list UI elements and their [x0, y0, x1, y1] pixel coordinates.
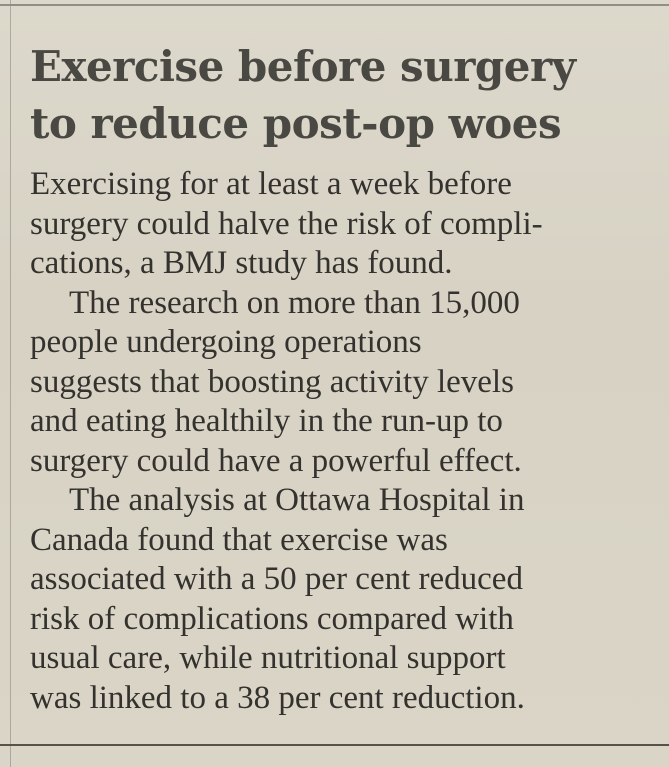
body-line: surgery could have a powerful effect. [30, 442, 522, 479]
body-line: associated with a 50 per cent reduced [30, 561, 523, 597]
body-line: and eating healthily in the run-up to [30, 403, 503, 439]
headline-line: to reduce post-op woes [30, 99, 562, 148]
body-line: risk of complications compared with [30, 600, 514, 637]
paragraph-2: The research on more than 15,000 people … [30, 284, 668, 482]
body-line: suggests that boosting activity levels [30, 363, 514, 400]
body-line: was linked to a 38 per cent reduction. [30, 679, 525, 716]
article: Exercise before surgery to reduce post-o… [30, 38, 668, 718]
paragraph-1: Exercising for at least a week before su… [30, 165, 668, 284]
body-line: cations, a BMJ study has found. [30, 245, 453, 281]
body-line: The research on more than 15,000 [69, 284, 520, 321]
body-line: The analysis at Ottawa Hospital in [69, 482, 525, 518]
body-line: Exercising for at least a week before [30, 166, 512, 202]
article-body: Exercising for at least a week before su… [30, 165, 668, 718]
top-rule [0, 4, 669, 6]
paragraph-3: The analysis at Ottawa Hospital in Canad… [30, 481, 668, 718]
body-line: surgery could halve the risk of compli- [30, 205, 543, 242]
body-line: people undergoing operations [30, 324, 422, 360]
headline-line: Exercise before surgery [30, 42, 576, 91]
body-line: Canada found that exercise was [30, 521, 448, 558]
bottom-rule [0, 744, 669, 746]
body-line: usual care, while nutritional support [30, 640, 506, 676]
column-edge [10, 0, 11, 767]
headline: Exercise before surgery to reduce post-o… [30, 38, 668, 152]
